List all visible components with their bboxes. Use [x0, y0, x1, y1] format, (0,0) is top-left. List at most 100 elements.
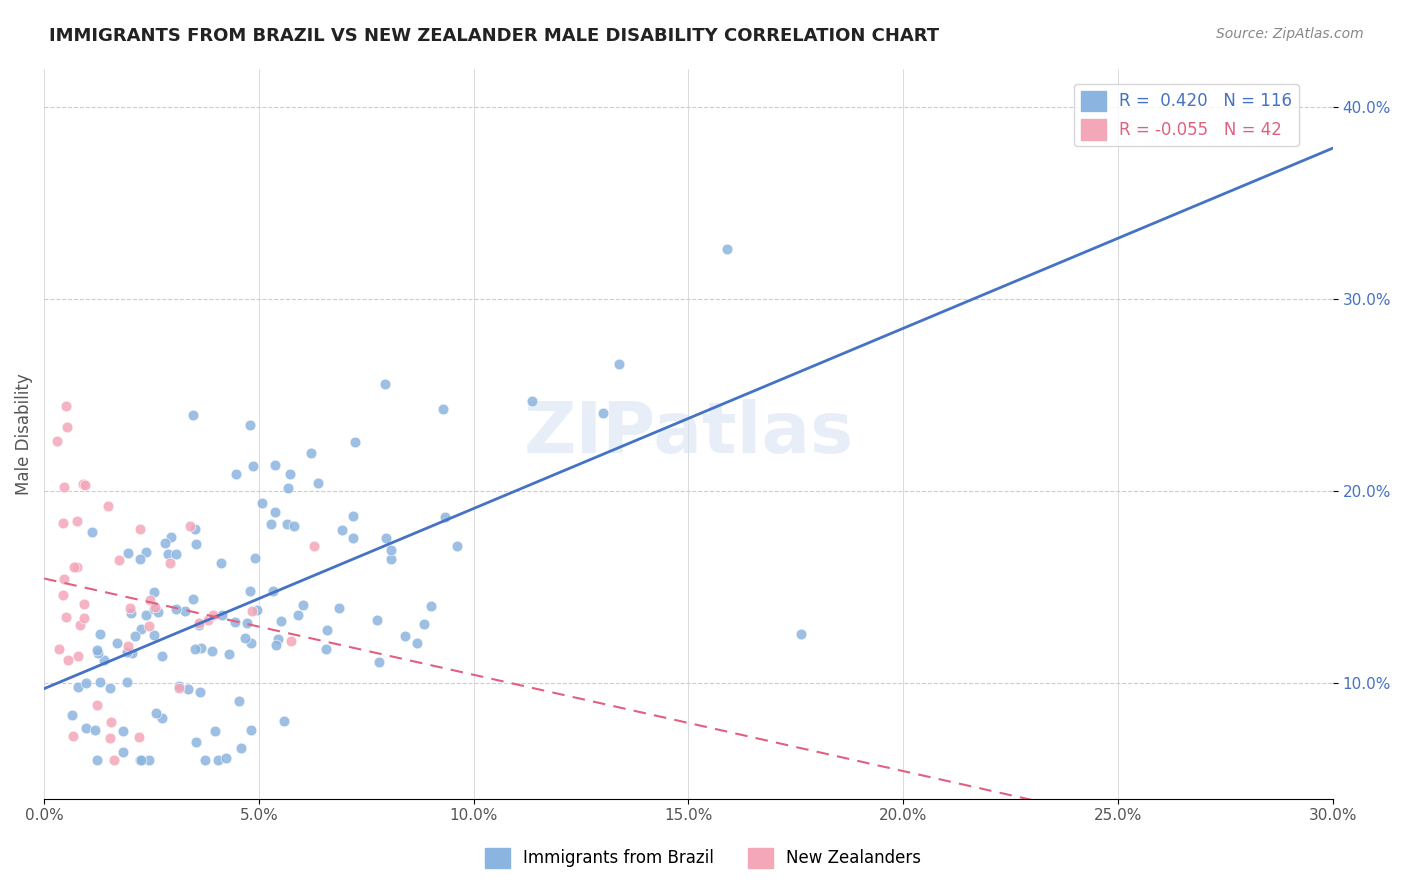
- Point: [260, 517, 283, 532]
- Y-axis label: Male Disability: Male Disability: [15, 373, 32, 494]
- Point: [86, 643, 108, 657]
- Point: [120, 607, 142, 621]
- Point: [406, 635, 429, 649]
- Point: [245, 551, 267, 566]
- Point: [218, 647, 240, 661]
- Point: [98, 731, 121, 745]
- Point: [204, 723, 226, 738]
- Point: [66, 680, 89, 694]
- Point: [184, 537, 207, 551]
- Point: [165, 547, 187, 561]
- Point: [167, 679, 190, 693]
- Point: [150, 649, 173, 664]
- Point: [55, 419, 77, 434]
- Point: [129, 552, 152, 566]
- Point: [716, 242, 738, 256]
- Point: [179, 518, 201, 533]
- Point: [184, 735, 207, 749]
- Point: [115, 645, 138, 659]
- Point: [280, 633, 302, 648]
- Point: [55, 609, 77, 624]
- Point: [124, 629, 146, 643]
- Point: [367, 655, 389, 669]
- Point: [225, 467, 247, 482]
- Point: [366, 613, 388, 627]
- Point: [316, 623, 339, 637]
- Point: [287, 607, 309, 622]
- Point: [374, 376, 396, 391]
- Point: [89, 675, 111, 690]
- Point: [250, 496, 273, 510]
- Point: [167, 681, 190, 696]
- Point: [129, 753, 152, 767]
- Point: [328, 600, 350, 615]
- Point: [181, 591, 204, 606]
- Point: [267, 632, 290, 647]
- Point: [46, 434, 69, 449]
- Point: [83, 723, 105, 737]
- Point: [52, 588, 75, 602]
- Point: [75, 676, 97, 690]
- Point: [184, 641, 207, 656]
- Point: [53, 572, 76, 586]
- Point: [246, 602, 269, 616]
- Point: [342, 531, 364, 545]
- Point: [215, 751, 238, 765]
- Point: [201, 644, 224, 658]
- Point: [73, 611, 96, 625]
- Point: [118, 600, 141, 615]
- Point: [138, 619, 160, 633]
- Point: [228, 694, 250, 708]
- Point: [413, 616, 436, 631]
- Point: [80, 524, 103, 539]
- Point: [69, 618, 91, 632]
- Point: [100, 714, 122, 729]
- Point: [177, 681, 200, 696]
- Point: [112, 745, 135, 759]
- Point: [375, 531, 398, 545]
- Point: [128, 731, 150, 745]
- Point: [380, 552, 402, 566]
- Point: [138, 753, 160, 767]
- Point: [153, 536, 176, 550]
- Point: [75, 721, 97, 735]
- Point: [607, 357, 630, 371]
- Point: [394, 629, 416, 643]
- Point: [299, 445, 322, 459]
- Point: [187, 618, 209, 632]
- Point: [107, 553, 129, 567]
- Point: [115, 675, 138, 690]
- Point: [262, 583, 284, 598]
- Point: [55, 400, 77, 414]
- Point: [63, 559, 86, 574]
- Point: [86, 698, 108, 712]
- Point: [129, 523, 152, 537]
- Point: [419, 599, 441, 614]
- Point: [159, 530, 181, 544]
- Point: [224, 615, 246, 629]
- Point: [98, 681, 121, 695]
- Point: [129, 622, 152, 636]
- Point: [302, 539, 325, 553]
- Point: [380, 543, 402, 558]
- Point: [194, 753, 217, 767]
- Point: [97, 499, 120, 513]
- Point: [330, 523, 353, 537]
- Point: [111, 724, 134, 739]
- Point: [432, 402, 454, 417]
- Point: [446, 539, 468, 553]
- Point: [187, 616, 209, 631]
- Point: [190, 640, 212, 655]
- Point: [173, 603, 195, 617]
- Point: [72, 476, 94, 491]
- Point: [277, 481, 299, 495]
- Point: [89, 627, 111, 641]
- Point: [315, 642, 337, 657]
- Point: [135, 544, 157, 558]
- Legend: R =  0.420   N = 116, R = -0.055   N = 42: R = 0.420 N = 116, R = -0.055 N = 42: [1074, 84, 1299, 146]
- Text: Source: ZipAtlas.com: Source: ZipAtlas.com: [1216, 27, 1364, 41]
- Point: [235, 615, 257, 630]
- Point: [65, 560, 87, 574]
- Point: [142, 585, 165, 599]
- Point: [307, 475, 329, 490]
